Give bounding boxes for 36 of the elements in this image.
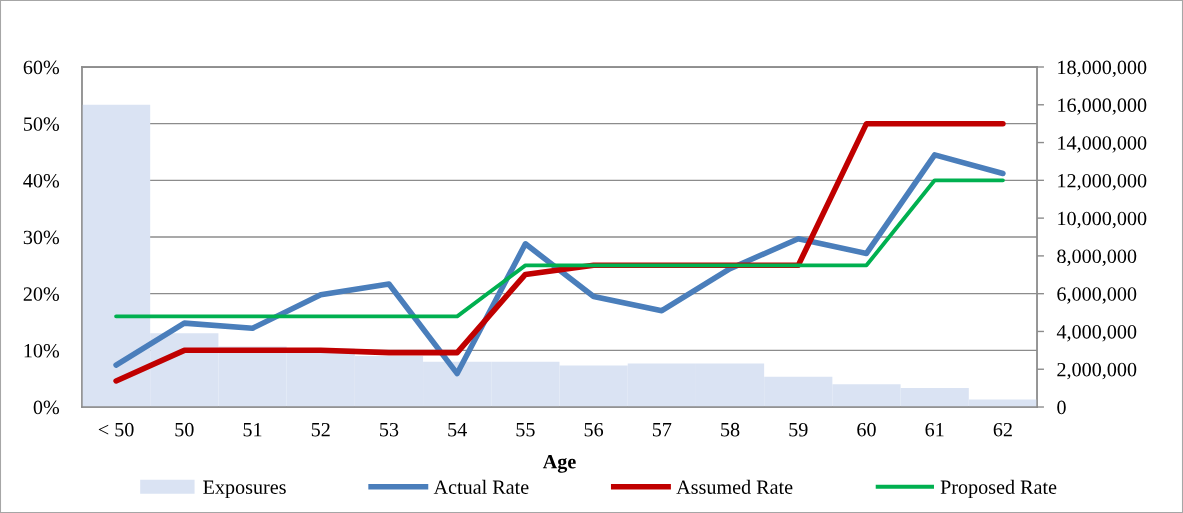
legend-label: Proposed Rate xyxy=(940,479,1057,499)
y2-tick-label: 16,000,000 xyxy=(1058,98,1147,115)
y-tick-label: 40% xyxy=(23,173,60,188)
legend-label: Assumed Rate xyxy=(676,479,793,494)
y2-tick-label: 4,000,000 xyxy=(1056,325,1137,342)
y-tick-label: 50% xyxy=(24,117,60,131)
y2-tick-label: 8,000,000 xyxy=(1057,249,1137,266)
x-tick-label: 52 xyxy=(311,422,330,437)
x-axis-title: Age xyxy=(542,454,576,473)
y2-tick-label: 12,000,000 xyxy=(1058,173,1147,191)
y-tick-label: 10% xyxy=(24,343,60,358)
x-tick-label: 59 xyxy=(789,422,808,437)
x-tick-label: 50 xyxy=(175,422,194,437)
y2-tick-label: 6,000,000 xyxy=(1057,287,1137,304)
x-tick-label: 53 xyxy=(380,422,399,437)
x-tick-label: < 50 xyxy=(98,422,134,437)
x-tick-label: 54 xyxy=(448,423,467,437)
y-tick-label: 60% xyxy=(23,60,60,75)
y2-tick-label: 14,000,000 xyxy=(1058,136,1147,153)
x-tick-label: 55 xyxy=(516,423,535,437)
x-tick-label: 60 xyxy=(857,422,876,437)
y2-tick-label: 2,000,000 xyxy=(1057,362,1137,380)
x-tick-label: 57 xyxy=(652,423,672,437)
y-tick-label: 20% xyxy=(23,287,60,301)
y-tick-label: 30% xyxy=(23,230,60,245)
legend-label: Actual Rate xyxy=(433,479,529,494)
y-tick-label: 0% xyxy=(33,400,60,415)
x-tick-label: 58 xyxy=(721,422,740,437)
y2-tick-label: 10,000,000 xyxy=(1058,211,1147,229)
y2-tick-label: 0 xyxy=(1057,400,1066,415)
legend-label: Exposures xyxy=(203,480,286,499)
x-tick-label: 62 xyxy=(993,422,1012,437)
x-tick-label: 51 xyxy=(243,422,262,437)
y2-tick-label: 18,000,000 xyxy=(1058,60,1147,78)
x-tick-label: 61 xyxy=(925,422,944,437)
x-tick-label: 56 xyxy=(584,422,604,437)
